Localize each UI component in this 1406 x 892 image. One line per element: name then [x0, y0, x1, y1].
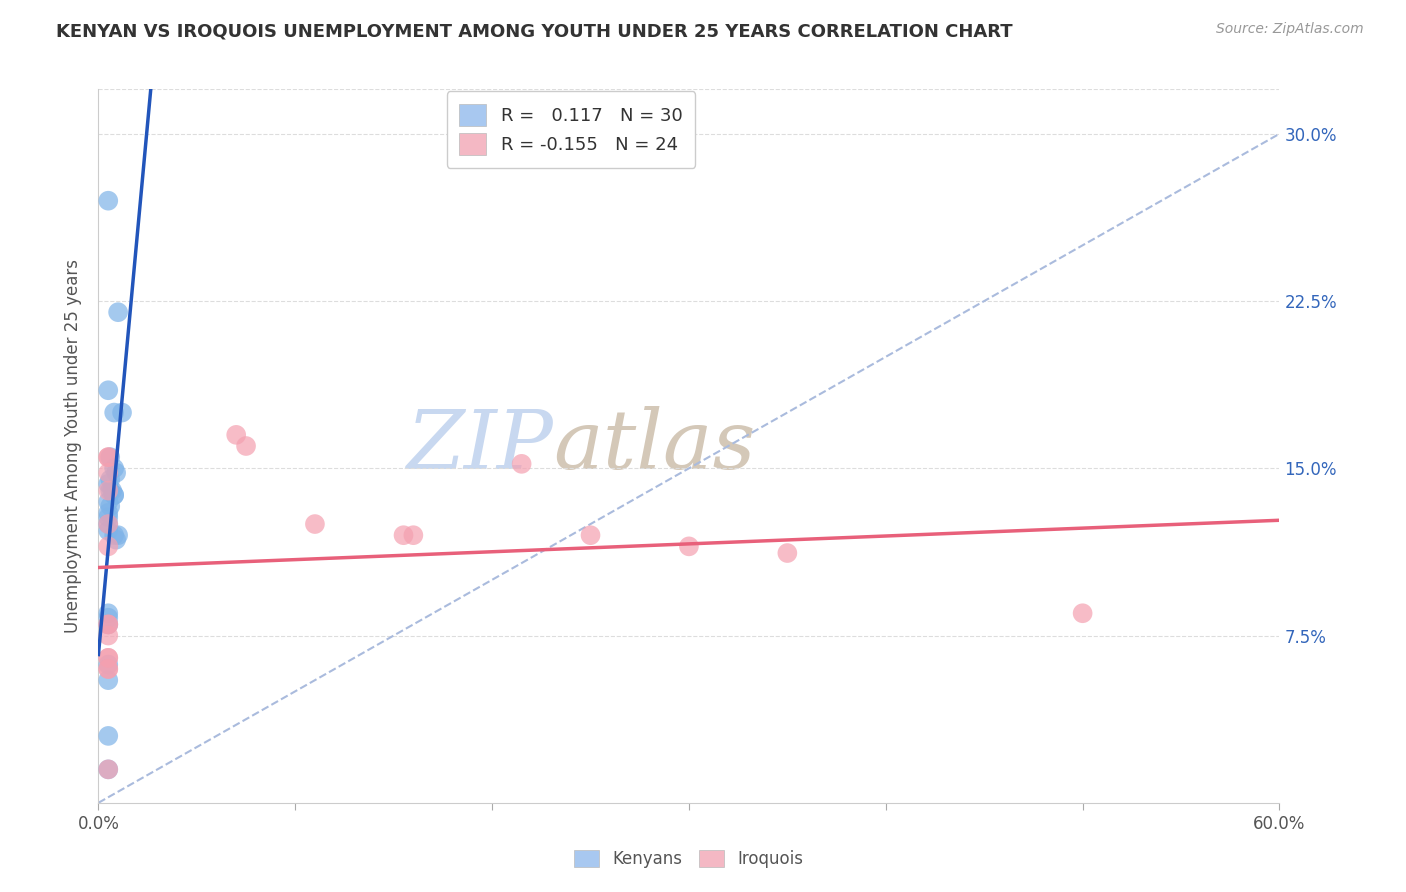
Point — [97, 607, 120, 621]
Point — [103, 405, 125, 420]
Point — [97, 762, 120, 776]
Point — [103, 488, 125, 502]
Point — [103, 528, 125, 542]
Point — [235, 439, 257, 453]
Point — [97, 450, 120, 465]
Point — [97, 651, 120, 665]
Point — [402, 528, 425, 542]
Text: atlas: atlas — [553, 406, 755, 486]
Point — [97, 466, 120, 480]
Point — [97, 651, 120, 665]
Text: ZIP: ZIP — [406, 406, 553, 486]
Point — [98, 483, 121, 498]
Point — [97, 617, 120, 632]
Point — [97, 510, 120, 524]
Point — [97, 494, 120, 508]
Text: Source: ZipAtlas.com: Source: ZipAtlas.com — [1216, 22, 1364, 37]
Point — [97, 628, 120, 642]
Point — [97, 194, 120, 208]
Legend: Kenyans, Iroquois: Kenyans, Iroquois — [567, 842, 811, 877]
Point — [304, 517, 326, 532]
Point — [97, 384, 120, 398]
Point — [1071, 607, 1094, 621]
Point — [103, 461, 125, 475]
Point — [579, 528, 602, 542]
Point — [97, 539, 120, 553]
Point — [97, 610, 120, 624]
Point — [776, 546, 799, 560]
Point — [103, 488, 125, 502]
Point — [97, 762, 120, 776]
Text: KENYAN VS IROQUOIS UNEMPLOYMENT AMONG YOUTH UNDER 25 YEARS CORRELATION CHART: KENYAN VS IROQUOIS UNEMPLOYMENT AMONG YO… — [56, 22, 1012, 40]
Point — [97, 729, 120, 743]
Point — [97, 673, 120, 687]
Point — [97, 476, 120, 491]
Point — [97, 662, 120, 676]
Point — [98, 450, 121, 465]
Point — [101, 483, 124, 498]
Point — [678, 539, 700, 553]
Point — [98, 500, 121, 514]
Point — [107, 305, 129, 319]
Point — [97, 483, 120, 498]
Point — [98, 473, 121, 487]
Point — [97, 517, 120, 532]
Point — [97, 524, 120, 538]
Point — [392, 528, 415, 542]
Point — [510, 457, 533, 471]
Point — [225, 427, 247, 442]
Point — [97, 657, 120, 672]
Point — [107, 528, 129, 542]
Point — [97, 617, 120, 632]
Point — [97, 517, 120, 532]
Point — [97, 450, 120, 465]
Point — [111, 405, 134, 420]
Point — [97, 506, 120, 520]
Point — [97, 617, 120, 632]
Y-axis label: Unemployment Among Youth under 25 years: Unemployment Among Youth under 25 years — [65, 259, 83, 633]
Point — [105, 533, 128, 547]
Point — [105, 466, 128, 480]
Point — [97, 662, 120, 676]
